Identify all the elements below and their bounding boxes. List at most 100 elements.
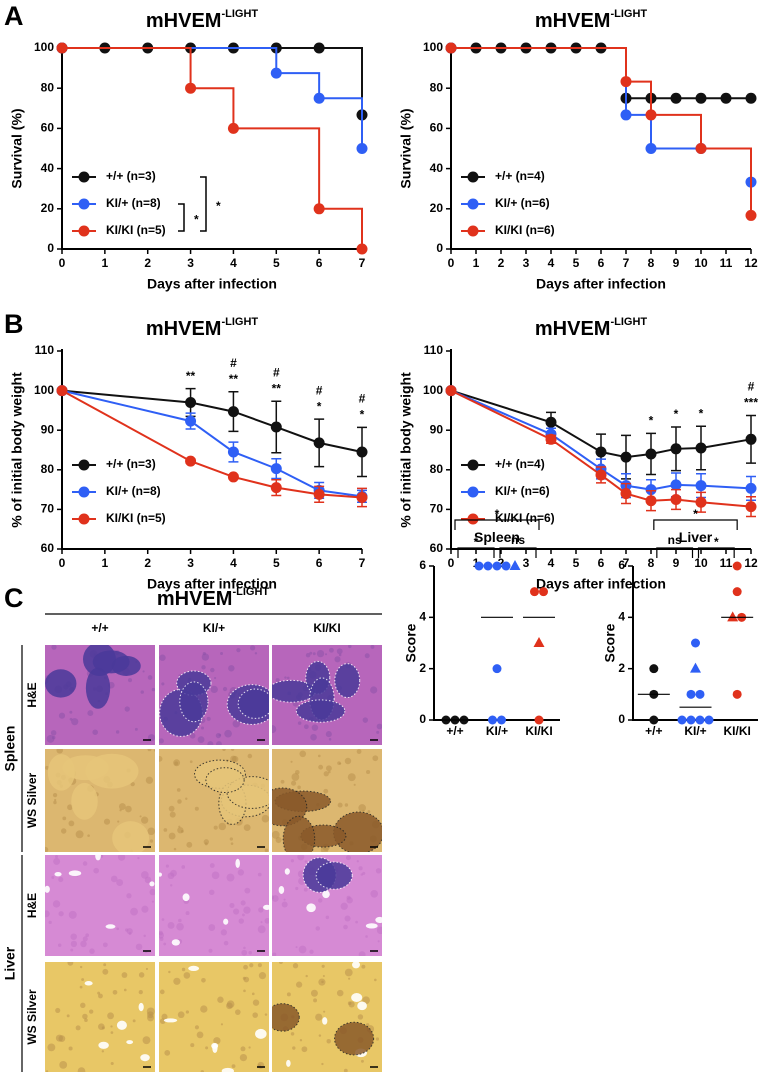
x-tick-label: 6: [598, 256, 605, 270]
texture: [358, 804, 366, 812]
data-point: [227, 446, 239, 458]
data-point: [686, 689, 696, 699]
chart-title: mHVEM-LIGHT: [535, 8, 648, 32]
vessel: [138, 1002, 144, 1012]
follicle: [45, 669, 77, 698]
texture: [275, 678, 280, 683]
texture: [290, 760, 293, 763]
x-tick-label: 7: [359, 556, 366, 570]
texture: [82, 936, 88, 942]
legend-label: +/+ (n=3): [106, 169, 156, 183]
texture: [367, 810, 371, 814]
texture: [117, 820, 120, 823]
data-point: [649, 715, 659, 725]
data-point: [530, 587, 539, 597]
texture: [87, 834, 90, 837]
data-point: [686, 715, 696, 725]
y-tick-label: 100: [423, 40, 443, 54]
vessel: [84, 981, 93, 986]
data-point: [645, 484, 657, 496]
texture: [68, 820, 75, 827]
y-tick-label: 40: [41, 161, 55, 175]
texture: [201, 653, 210, 661]
series-line: [61, 389, 363, 498]
texture: [186, 841, 193, 848]
texture: [126, 893, 132, 899]
texture: [316, 649, 325, 658]
texture: [142, 670, 145, 673]
title-superscript: -LIGHT: [610, 316, 647, 328]
texture: [102, 968, 109, 975]
texture: [310, 733, 317, 741]
data-point: [595, 469, 607, 481]
texture: [56, 749, 63, 754]
follicle: [179, 681, 209, 723]
texture: [343, 924, 348, 930]
texture: [53, 857, 61, 865]
vessel: [357, 1001, 367, 1011]
texture: [125, 805, 132, 813]
significance-label: #: [359, 392, 366, 406]
texture: [370, 889, 379, 898]
x-tick-label: 5: [273, 556, 280, 570]
texture: [257, 872, 262, 877]
data-point: [539, 587, 548, 597]
panel-letter: B: [4, 309, 24, 339]
texture: [239, 1053, 248, 1062]
texture: [116, 927, 120, 931]
panel-letter: A: [4, 1, 24, 31]
data-point: [695, 442, 707, 454]
texture: [201, 665, 206, 670]
vessel: [163, 1018, 178, 1023]
texture: [159, 932, 165, 939]
vessel: [45, 885, 50, 893]
texture: [119, 809, 122, 812]
texture: [264, 917, 269, 924]
x-tick-label: KI/+: [684, 724, 706, 738]
title-text: mHVEM: [535, 318, 611, 340]
texture: [244, 887, 251, 894]
significance-label: *: [216, 199, 221, 213]
data-point: [356, 446, 368, 458]
texture: [45, 910, 50, 918]
texture: [318, 1034, 322, 1037]
comparison-label: ns: [668, 533, 682, 547]
data-point: [445, 385, 457, 397]
data-point: [356, 492, 368, 504]
data-point: [483, 561, 493, 571]
texture: [69, 710, 73, 714]
texture: [362, 717, 369, 723]
data-point: [492, 561, 502, 571]
texture: [243, 976, 250, 983]
data-point: [695, 143, 707, 154]
vessel: [182, 893, 190, 902]
texture: [167, 922, 175, 929]
texture: [286, 992, 291, 997]
texture: [189, 732, 196, 739]
data-point: [645, 143, 657, 154]
data-point: [670, 443, 682, 455]
texture: [295, 770, 300, 775]
significance-bracket: [178, 203, 185, 232]
x-tick-label: 9: [673, 256, 680, 270]
significance-label: #: [273, 365, 280, 379]
x-tick-label: 2: [498, 256, 505, 270]
data-point: [185, 455, 197, 467]
texture: [366, 769, 371, 775]
y-axis-label: % of initial body weight: [398, 372, 414, 528]
vessel: [365, 923, 378, 929]
data-point: [732, 689, 742, 699]
data-point: [492, 664, 502, 674]
follicle: [334, 1021, 375, 1056]
texture: [283, 898, 286, 901]
texture: [231, 755, 239, 763]
texture: [372, 755, 379, 762]
texture: [45, 765, 49, 770]
texture: [181, 967, 186, 972]
vessel: [223, 918, 229, 925]
stain-label: WS Silver: [25, 989, 39, 1045]
y-axis-label: Score: [403, 623, 419, 662]
texture: [360, 1059, 364, 1063]
texture: [323, 788, 329, 794]
texture: [123, 988, 127, 992]
